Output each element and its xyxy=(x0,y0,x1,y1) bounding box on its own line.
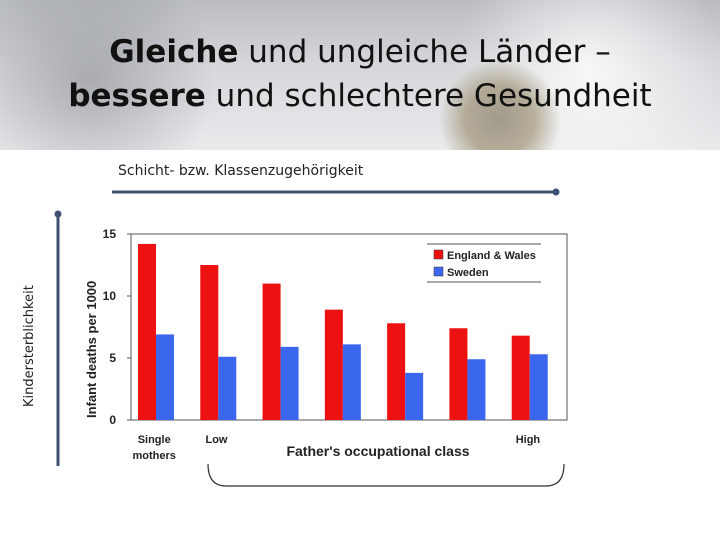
title-line-1-rest: und ungleiche Länder – xyxy=(238,34,611,70)
bar-sweden xyxy=(405,372,424,420)
legend: England & Wales Sweden xyxy=(427,243,541,283)
slide-title-line-1: Gleiche und ungleiche Länder – xyxy=(0,30,720,74)
category-label: High xyxy=(516,434,541,446)
header-shade xyxy=(0,0,240,150)
mortality-arrow-head xyxy=(54,210,62,218)
legend-label-england: England & Wales xyxy=(447,250,536,262)
bar-sweden xyxy=(467,359,486,420)
y-tick-label: 15 xyxy=(103,227,117,241)
bar-england-wales xyxy=(262,283,281,420)
header-stethoscope-image xyxy=(440,60,560,150)
slide-title: Gleiche und ungleiche Länder – bessere u… xyxy=(0,30,720,118)
class-arrow-label: Schicht- bzw. Klassenzugehörigkeit xyxy=(118,163,364,179)
slide-title-line-2: bessere und schlechtere Gesundheit xyxy=(0,74,720,118)
bar-england-wales xyxy=(449,328,468,420)
title-line-1-bold: Gleiche xyxy=(109,34,239,70)
bar-sweden xyxy=(342,344,361,420)
legend-box xyxy=(427,244,541,282)
y-tick-label: 5 xyxy=(109,351,116,365)
bar-england-wales xyxy=(138,243,156,420)
bar-england-wales xyxy=(387,323,406,420)
bars xyxy=(138,243,548,420)
y-axis-title: Infant deaths per 1000 xyxy=(84,281,99,418)
legend-swatch-england xyxy=(433,249,444,260)
bar-england-wales xyxy=(511,335,530,420)
class-arrow-head xyxy=(552,188,560,196)
category-label: Single xyxy=(138,434,171,446)
category-labels: Single mothers Low High xyxy=(132,434,540,462)
bar-england-wales xyxy=(200,265,219,420)
bar-sweden xyxy=(280,346,299,420)
y-tick-label: 10 xyxy=(103,289,117,303)
bar-sweden xyxy=(529,354,548,420)
category-label: Low xyxy=(205,434,227,446)
y-tick-label: 0 xyxy=(109,413,116,427)
bar-sweden xyxy=(156,334,174,420)
y-axis-ticks: 0 5 10 15 xyxy=(103,227,131,427)
title-line-2-rest: und schlechtere Gesundheit xyxy=(205,78,652,114)
category-label: mothers xyxy=(132,450,175,462)
bar-sweden xyxy=(218,356,237,420)
title-line-2-bold: bessere xyxy=(68,78,206,114)
x-axis-title: Father's occupational class xyxy=(286,443,469,459)
header-background xyxy=(0,0,720,150)
class-brace xyxy=(207,463,565,487)
bar-england-wales xyxy=(324,309,343,420)
legend-label-sweden: Sweden xyxy=(447,267,489,279)
legend-swatch-sweden xyxy=(433,266,444,277)
